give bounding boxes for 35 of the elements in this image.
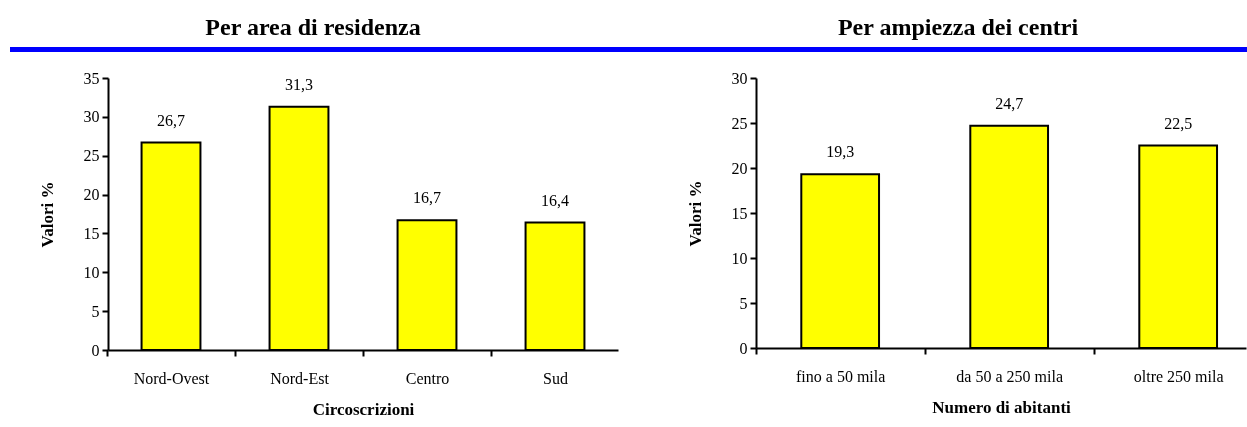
y-tick-label: 15 — [83, 224, 100, 242]
x-tick-label: Nord-Ovest — [133, 369, 210, 387]
y-tick-label: 10 — [83, 263, 100, 281]
y-tick-label: 0 — [91, 341, 100, 359]
data-label: 16,4 — [541, 191, 569, 209]
y-tick-label: 0 — [739, 339, 748, 357]
y-tick-label: 20 — [731, 159, 748, 177]
chart-title: Per area di residenza — [205, 14, 421, 40]
data-label: 31,3 — [285, 75, 313, 93]
y-tick-label: 15 — [731, 204, 748, 222]
x-axis-title: Numero di abitanti — [932, 397, 1072, 417]
chart-title: Per ampiezza dei centri — [837, 14, 1079, 40]
x-tick-label: oltre 250 mila — [1133, 367, 1224, 385]
x-tick-label: da 50 a 250 mila — [956, 367, 1063, 385]
data-label: 19,3 — [826, 143, 855, 161]
y-axis-title: Valori % — [685, 180, 705, 247]
y-tick-label: 5 — [91, 302, 100, 320]
y-tick-label: 30 — [83, 108, 100, 126]
y-tick-label: 5 — [739, 294, 748, 312]
y-tick-label: 25 — [83, 147, 100, 165]
y-axis-title: Valori % — [37, 181, 57, 248]
data-label: 22,5 — [1164, 114, 1193, 132]
data-label: 26,7 — [157, 111, 185, 129]
data-label: 16,7 — [413, 189, 441, 207]
y-tick-label: 30 — [731, 69, 748, 87]
y-tick-label: 25 — [731, 114, 748, 132]
x-tick-label: fino a 50 mila — [796, 367, 886, 385]
x-tick-label: Sud — [543, 369, 568, 387]
x-axis-title: Circoscrizioni — [312, 399, 415, 419]
y-tick-label: 35 — [83, 69, 100, 87]
y-tick-label: 20 — [83, 186, 100, 204]
y-tick-label: 10 — [731, 249, 748, 267]
data-label: 24,7 — [995, 94, 1024, 112]
x-tick-label: Centro — [405, 369, 450, 387]
x-tick-label: Nord-Est — [270, 369, 330, 387]
